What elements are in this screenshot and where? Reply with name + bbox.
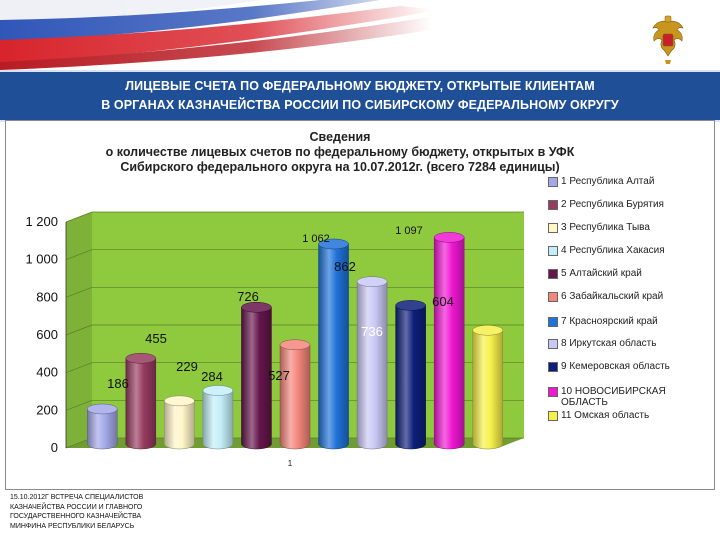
data-label: 284	[201, 369, 223, 384]
bar-top	[87, 403, 118, 415]
legend-label: 4 Республика Хакасия	[561, 245, 665, 256]
y-tick-label: 0	[51, 440, 58, 455]
russian-flag-icon	[0, 0, 720, 70]
data-label: 726	[237, 289, 259, 304]
data-label: 455	[145, 331, 167, 346]
legend-label: 5 Алтайский край	[561, 268, 642, 279]
data-label: 862	[334, 259, 356, 274]
legend-swatch	[548, 317, 558, 327]
bar	[125, 358, 157, 450]
legend-swatch	[548, 387, 558, 397]
bar	[87, 408, 118, 450]
footer-line-3: ГОСУДАРСТВЕННОГО КАЗНАЧЕЙСТВА	[10, 513, 142, 520]
bar	[279, 344, 311, 450]
legend-swatch	[548, 269, 558, 279]
x-tick-label: 1	[288, 459, 293, 468]
gridline-side	[65, 211, 93, 223]
legend-swatch	[548, 362, 558, 372]
data-label: 186	[107, 376, 129, 391]
y-tick-label: 600	[36, 327, 58, 342]
y-tick-label: 800	[36, 289, 58, 304]
data-label: 604	[432, 294, 454, 309]
bar	[395, 305, 426, 450]
y-tick-label: 200	[36, 402, 58, 417]
data-label: 736	[361, 324, 383, 339]
data-label: 527	[268, 368, 290, 383]
chart-title-line-2: о количестве лицевых счетов по федеральн…	[105, 145, 575, 159]
legend-swatch	[548, 246, 558, 256]
page-title-line-1: ЛИЦЕВЫЕ СЧЕТА ПО ФЕДЕРАЛЬНОМУ БЮДЖЕТУ, О…	[125, 79, 595, 93]
chart-title-line-3: Сибирского федерального округа на 10.07.…	[120, 160, 560, 174]
gridline-side	[65, 249, 93, 260]
gridline-side	[65, 287, 93, 298]
bar-top	[433, 232, 465, 243]
legend-label: 2 Республика Бурятия	[561, 199, 664, 210]
footer-note: 15.10.2012г ВСТРЕЧА СПЕЦИАЛИСТОВ КАЗНАЧЕ…	[10, 493, 210, 531]
legend-label: 10 НОВОСИБИРСКАЯ ОБЛАСТЬ	[561, 386, 666, 408]
bar	[356, 281, 388, 450]
legend-label: 8 Иркутская область	[561, 338, 657, 349]
legend-label: 7 Красноярский край	[561, 316, 658, 327]
legend-swatch	[548, 223, 558, 233]
bar	[202, 390, 234, 450]
bar-top	[395, 300, 426, 311]
page-title-line-2: В ОРГАНАХ КАЗНАЧЕЙСТВА РОССИИ ПО СИБИРСК…	[101, 98, 619, 112]
chart-title-line-1: Сведения	[309, 130, 371, 144]
legend-swatch	[548, 411, 558, 421]
legend-swatch	[548, 200, 558, 210]
bar	[318, 243, 349, 450]
gridline-side	[65, 362, 93, 373]
bar	[241, 307, 272, 450]
legend-swatch	[548, 177, 558, 187]
bar	[164, 400, 195, 450]
bar-top	[202, 385, 234, 396]
legend-label: 11 Омская область	[561, 410, 650, 421]
double-headed-eagle-emblem-icon	[652, 15, 684, 64]
y-tick-label: 1 200	[25, 214, 58, 229]
legend-swatch	[548, 339, 558, 349]
data-label: 229	[176, 359, 198, 374]
legend-label: 6 Забайкальский край	[561, 291, 664, 302]
bar-top	[318, 238, 349, 250]
footer-line-2: КАЗНАЧЕЙСТВА РОССИИ И ГЛАВНОГО	[10, 503, 143, 511]
bar-top	[472, 324, 503, 336]
bar	[433, 237, 465, 450]
legend-label: 9 Кемеровская область	[561, 361, 670, 372]
legend-swatch	[548, 292, 558, 302]
bar-top	[241, 302, 272, 313]
legend-label: 3 Республика Тыва	[561, 222, 650, 233]
bar-top	[279, 339, 311, 350]
bar-top	[125, 353, 157, 364]
bar-top	[356, 276, 388, 287]
gridline-side	[65, 324, 93, 336]
y-tick-label: 1 000	[25, 252, 58, 267]
bar	[472, 329, 503, 450]
data-label: 1 062	[302, 233, 330, 245]
footer-line-4: МИНФИНА РЕСПУБЛИКИ БЕЛАРУСЬ	[10, 522, 135, 530]
y-tick-label: 400	[36, 365, 58, 380]
bar-top	[164, 395, 195, 407]
legend-label: 1 Республика Алтай	[561, 176, 655, 187]
footer-line-1: 15.10.2012г ВСТРЕЧА СПЕЦИАЛИСТОВ	[10, 494, 144, 501]
data-label: 1 097	[395, 225, 423, 237]
gridline-side	[65, 400, 93, 411]
